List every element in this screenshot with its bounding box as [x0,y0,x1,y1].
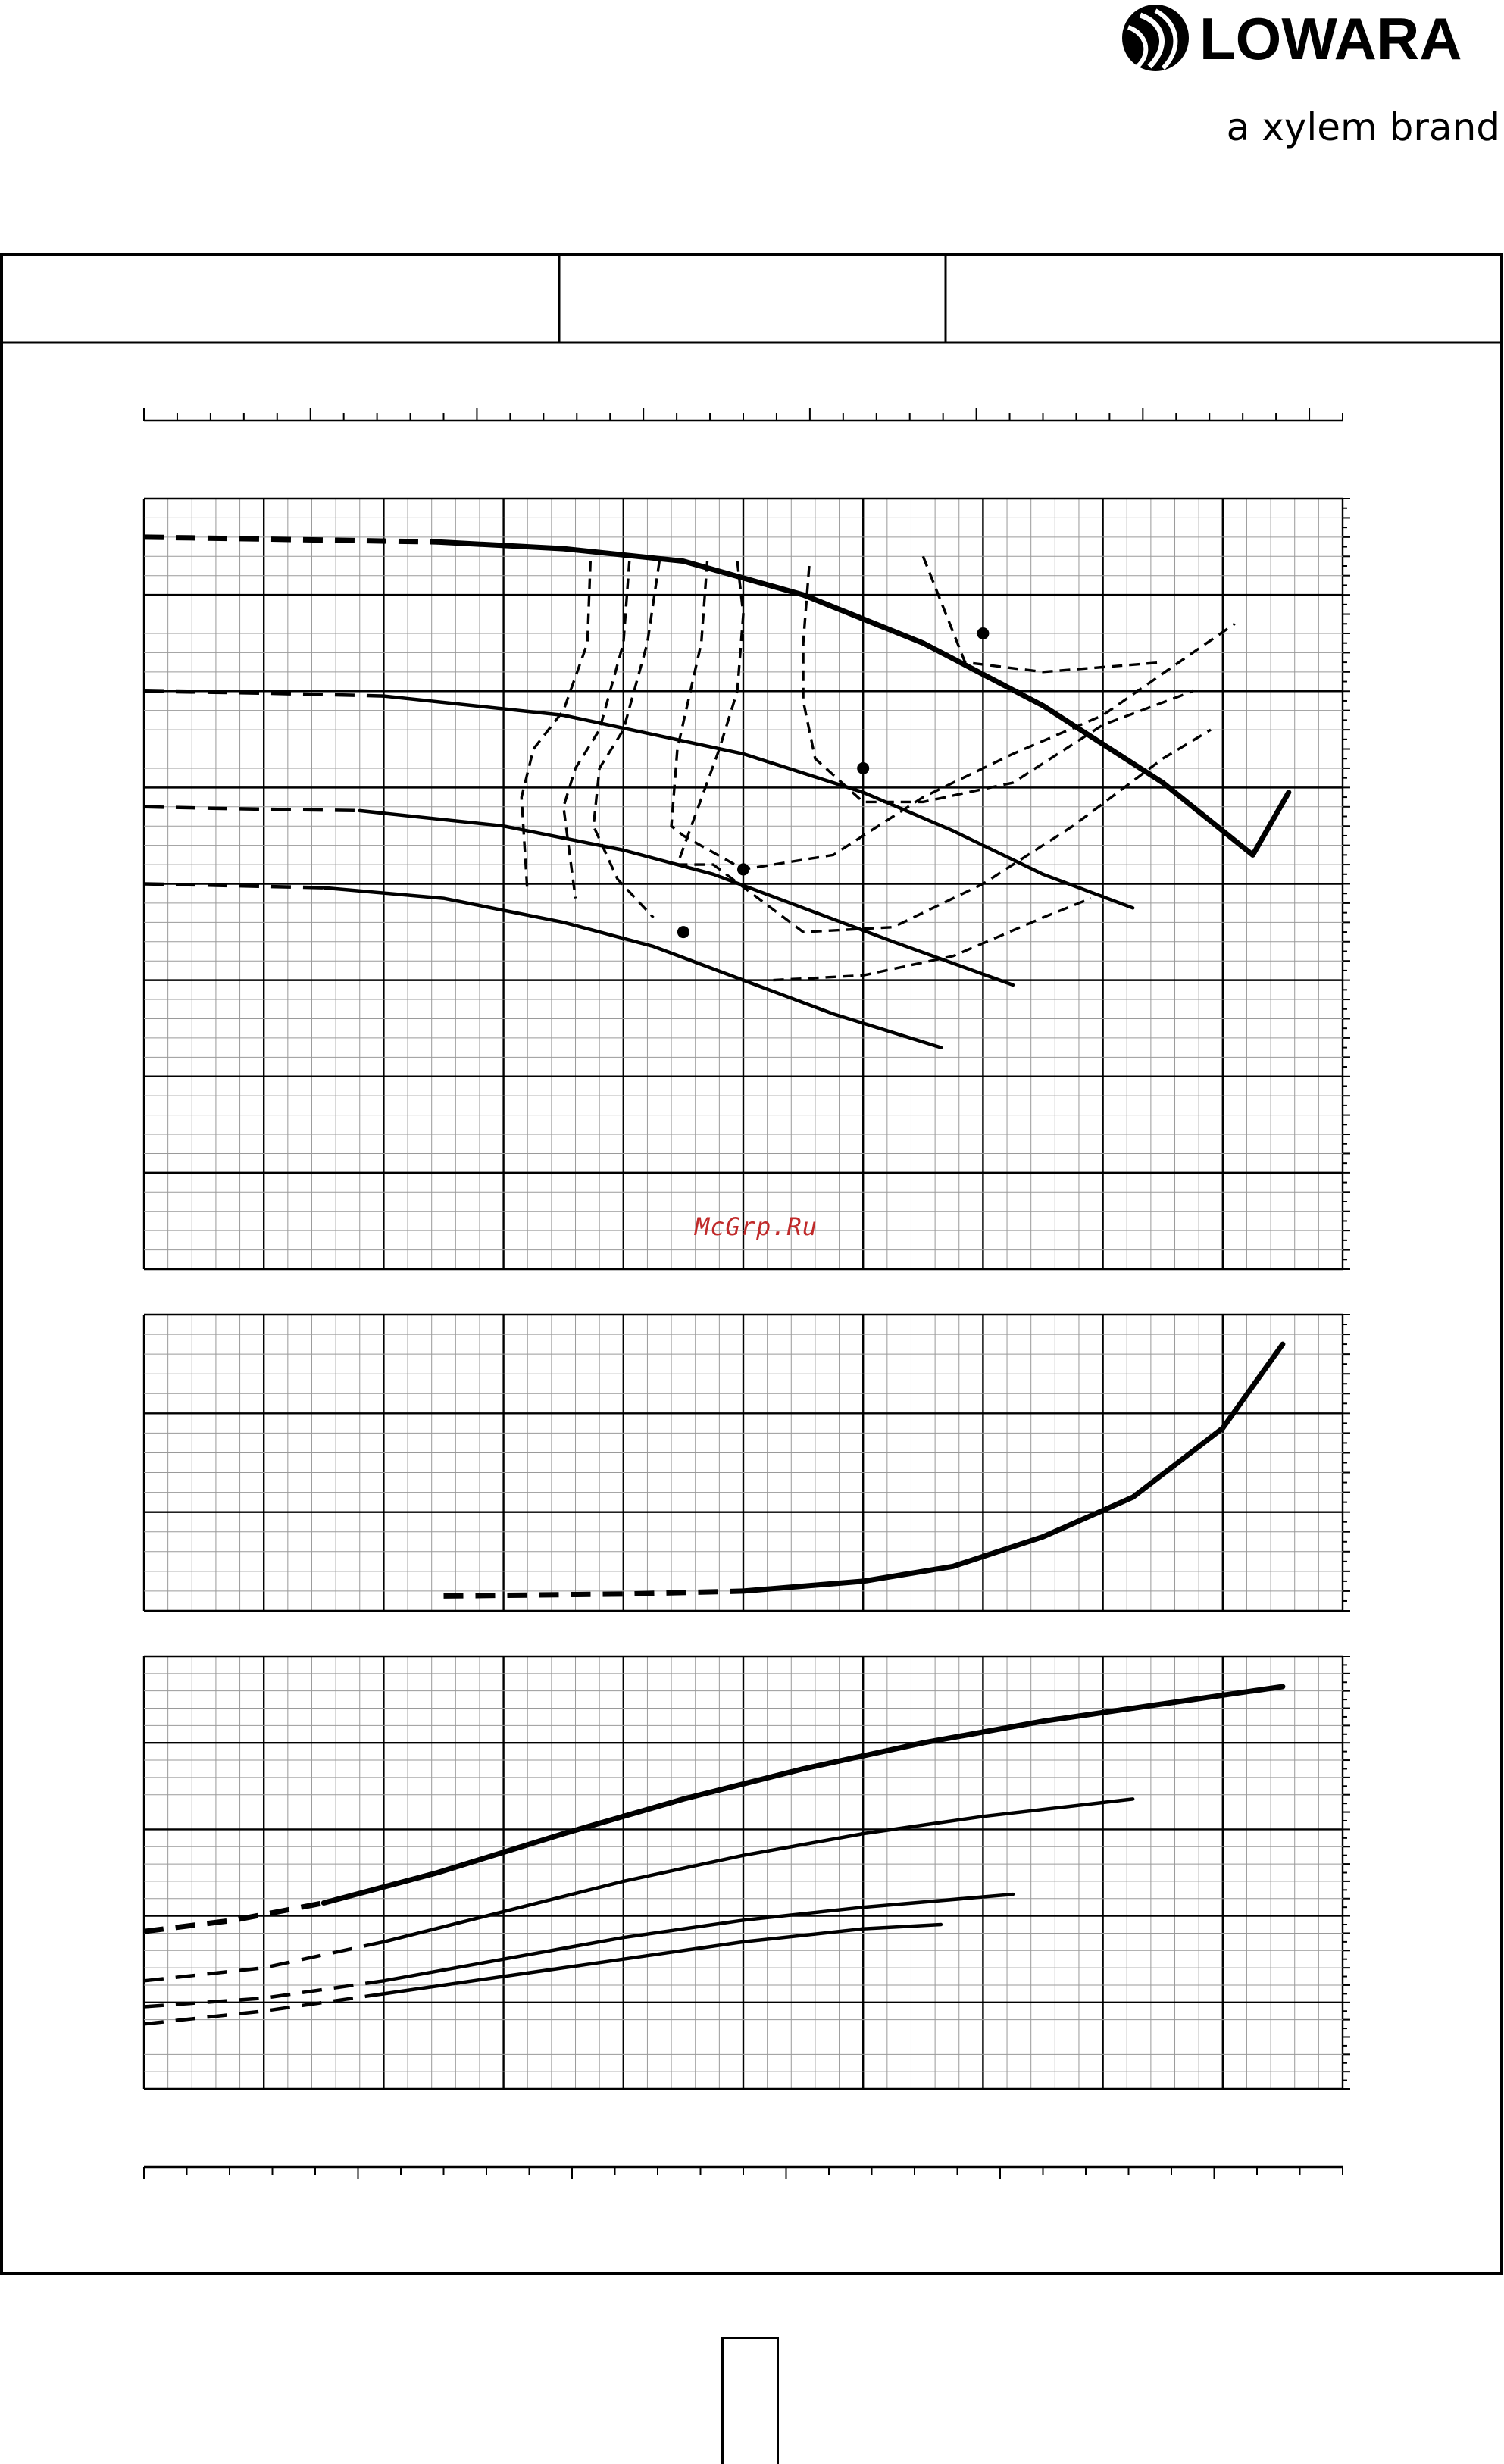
operating-point-3 [677,926,689,939]
brand-name: LOWARA [1199,5,1462,72]
frame-layer [0,253,1503,2275]
scale-rulers [143,408,1343,2179]
power-chart-panel [142,1655,1350,2090]
head-curves-series-3 [322,886,943,1049]
head-chart-panel [142,497,1350,1271]
power-curves-series-3-dashed [143,1992,384,2026]
efficiency-iso-line-6 [921,555,1163,674]
efficiency-iso-line-0 [520,561,592,894]
operating-point-0 [977,627,990,639]
efficiency-iso-line-3 [670,561,1236,871]
power-curves-series-2-dashed [143,1979,384,2009]
npsh-curve-series-0-dashed [443,1588,744,1599]
efficiency-iso-line-5 [802,565,1193,804]
head-curves-series-1 [382,694,1135,910]
head-curves-series-0-dashed [143,534,438,545]
operating-point-1 [857,761,870,774]
power-curves-series-2 [382,1892,1015,1983]
brand-tagline: a xylem brand [1227,105,1500,149]
brand-logo: LOWARA a xylem brand [1122,5,1500,149]
watermark-text: McGrp.Ru [694,1212,818,1241]
npsh-chart-panel [142,1313,1350,1612]
head-curves-series-2 [358,808,1015,987]
efficiency-iso-line-2 [592,561,661,919]
efficiency-iso-line-4 [675,561,1212,933]
power-curves-series-1-dashed [143,1940,384,1983]
head-curves-series-2-dashed [143,805,360,813]
droplet-swirl-icon [1122,5,1189,71]
head-curves-series-0 [435,539,1292,858]
efficiency-iso-line-7 [773,897,1092,982]
page-number-box [721,2337,779,2464]
operating-point-2 [737,863,749,876]
npsh-curve-series-0 [740,1341,1286,1594]
efficiency-iso-line-1 [561,561,631,899]
head-curves-series-1-dashed [143,689,384,698]
power-curves-series-0-dashed [143,1900,324,1934]
outer-border [0,253,1503,2275]
power-curves-series-3 [382,1922,943,1996]
power-curves-series-0 [320,1684,1286,1906]
power-curves-series-1 [382,1797,1135,1944]
